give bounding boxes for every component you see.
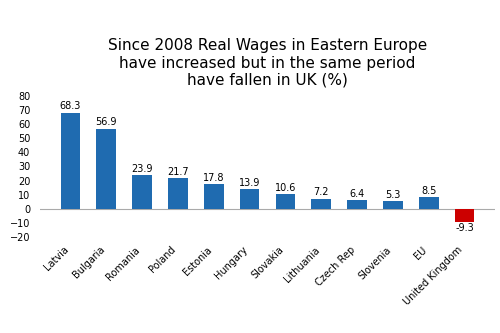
Bar	[96, 129, 116, 209]
Text: 17.8: 17.8	[203, 172, 224, 182]
Text: 23.9: 23.9	[132, 164, 153, 174]
Title: Since 2008 Real Wages in Eastern Europe
have increased but in the same period
ha: Since 2008 Real Wages in Eastern Europe …	[108, 38, 427, 88]
Text: 68.3: 68.3	[60, 102, 81, 112]
Text: 56.9: 56.9	[96, 118, 117, 128]
Bar	[276, 194, 295, 209]
Text: 6.4: 6.4	[350, 188, 364, 198]
Bar	[240, 189, 260, 209]
Bar	[454, 209, 474, 222]
Text: 13.9: 13.9	[239, 178, 260, 188]
Text: 21.7: 21.7	[167, 167, 189, 177]
Bar	[168, 178, 188, 209]
Text: 8.5: 8.5	[421, 186, 436, 196]
Text: 5.3: 5.3	[385, 190, 400, 200]
Text: 7.2: 7.2	[314, 187, 329, 197]
Bar	[60, 113, 80, 209]
Text: 10.6: 10.6	[274, 183, 296, 193]
Bar	[347, 200, 367, 209]
Bar	[204, 184, 224, 209]
Bar	[312, 198, 331, 209]
Bar	[419, 197, 438, 209]
Bar	[383, 201, 402, 209]
Bar	[132, 175, 152, 209]
Text: -9.3: -9.3	[455, 223, 474, 233]
